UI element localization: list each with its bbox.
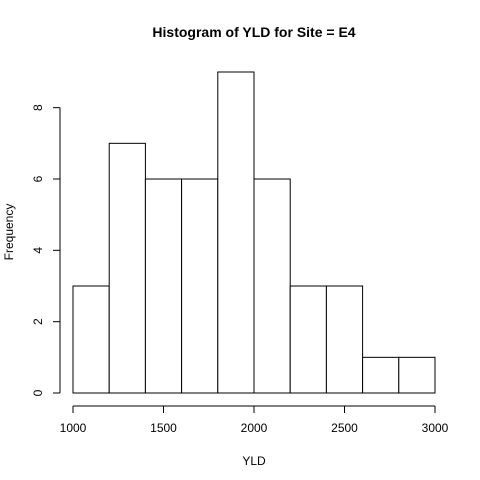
y-tick-label-0: 0 — [31, 389, 45, 396]
x-axis-label: YLD — [242, 454, 266, 468]
histogram-bar-9 — [398, 356, 436, 394]
y-tick-label-4: 8 — [31, 104, 45, 111]
y-axis: 0 2 4 6 8 — [31, 104, 61, 396]
histogram-bar-4 — [217, 71, 255, 394]
x-tick-label-1: 1500 — [150, 421, 177, 435]
y-tick-label-2: 4 — [31, 247, 45, 254]
histogram-bar-0 — [72, 285, 110, 394]
y-axis-label: Frequency — [2, 204, 16, 261]
histogram-bar-3 — [181, 178, 219, 394]
y-tick-label-1: 2 — [31, 318, 45, 325]
histogram-bar-5 — [253, 178, 291, 394]
chart-title: Histogram of YLD for Site = E4 — [152, 24, 355, 40]
x-axis: 1000 1500 2000 2500 3000 — [60, 405, 449, 435]
y-tick-label-3: 6 — [31, 175, 45, 182]
x-tick-label-2: 2000 — [241, 421, 268, 435]
histogram-bar-7 — [325, 285, 364, 394]
bars-group — [72, 71, 436, 394]
histogram-bar-8 — [362, 356, 400, 394]
histogram-bar-1 — [108, 142, 146, 394]
x-tick-label-4: 3000 — [422, 421, 449, 435]
histogram-bar-2 — [144, 178, 183, 394]
histogram-bar-6 — [289, 285, 327, 394]
x-tick-label-3: 2500 — [331, 421, 358, 435]
x-tick-label-0: 1000 — [60, 421, 87, 435]
